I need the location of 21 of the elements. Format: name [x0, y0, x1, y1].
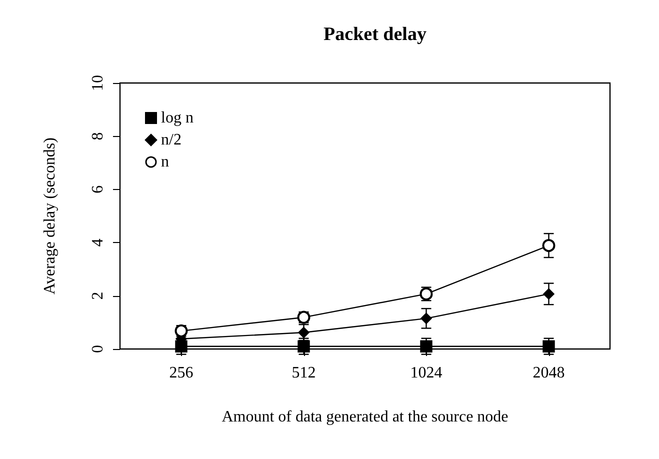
chart-title: Packet delay [324, 24, 427, 45]
y-tick-label: 6 [90, 185, 106, 194]
y-axis-title: Average delay (seconds) [42, 138, 58, 294]
x-tick-label: 256 [169, 364, 194, 382]
point [542, 340, 555, 352]
legend-label: n [161, 154, 169, 170]
y-tick-label: 0 [90, 345, 106, 353]
y-tick-label: 10 [90, 75, 106, 91]
legend-label: log n [161, 110, 194, 126]
legend-label: n/2 [161, 132, 182, 148]
x-axis-title: Amount of data generated at the source node [222, 408, 508, 426]
x-tick-label: 2048 [532, 364, 565, 382]
point [543, 288, 554, 300]
point [420, 312, 432, 324]
y-tick-label: 8 [90, 132, 106, 140]
y-tick-label: 2 [90, 292, 106, 300]
x-tick-label: 512 [292, 364, 316, 382]
x-tick-label: 1024 [410, 364, 442, 382]
point [420, 340, 432, 352]
point [542, 239, 556, 252]
y-tick-label: 4 [90, 238, 106, 247]
